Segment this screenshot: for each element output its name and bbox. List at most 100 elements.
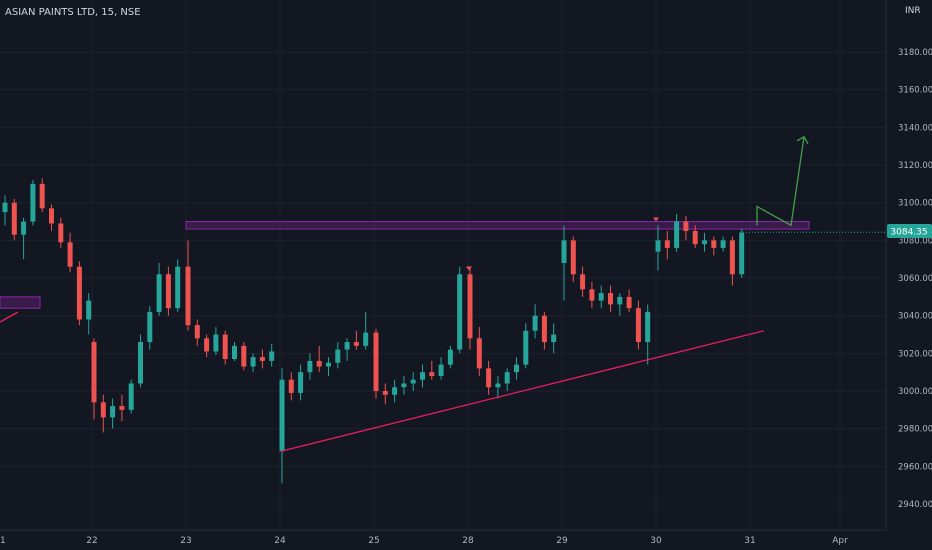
candle-body — [617, 296, 623, 305]
trendline-fragment — [0, 311, 19, 323]
candle-body — [495, 383, 501, 388]
candle-body — [739, 232, 745, 275]
symbol-title: ASIAN PAINTS LTD, 15, NSE — [5, 7, 141, 18]
time-tick-label: 30 — [650, 536, 662, 546]
candle-body — [561, 240, 567, 263]
candle-body — [438, 364, 444, 376]
candle-body — [373, 332, 379, 392]
candle-body — [76, 266, 82, 320]
candle-body — [307, 360, 313, 373]
price-tick-label: 2960.00 — [898, 462, 932, 472]
candle-body — [222, 334, 228, 360]
candle-body — [138, 342, 143, 384]
candlestick-series — [2, 178, 745, 484]
price-tick-label: 2980.00 — [898, 425, 932, 435]
candle-body — [288, 379, 294, 393]
candle-body — [11, 202, 17, 235]
time-tick-label: 23 — [180, 536, 191, 546]
candle-body — [541, 315, 547, 343]
candle-body — [645, 311, 651, 343]
down-arrow-marker — [653, 217, 659, 222]
price-tick-label: 3040.00 — [898, 312, 932, 322]
candle-body — [429, 372, 435, 376]
candle-body — [382, 391, 388, 395]
price-axis[interactable]: 2940.00 2960.00 2980.00 3000.00 3020.00 3040.… — [898, 48, 932, 510]
candle-body — [702, 240, 707, 245]
candle-body — [86, 300, 92, 320]
candle-body — [147, 311, 153, 343]
time-axis[interactable]: 1 22 23 24 25 28 29 30 31 Apr — [0, 536, 848, 546]
price-tick-label: 3060.00 — [898, 274, 932, 284]
candle-body — [279, 379, 285, 452]
candle-body — [626, 296, 632, 309]
price-tick-label: 3080.00 — [898, 236, 932, 246]
current-price-tag-bg — [887, 224, 932, 238]
candle-body — [447, 349, 453, 365]
price-tick-label: 3020.00 — [898, 349, 932, 359]
candle-body — [232, 345, 237, 360]
candle-body — [392, 387, 398, 395]
candle-body — [204, 338, 210, 352]
candle-body — [551, 334, 557, 343]
time-tick-label-partial: 1 — [0, 536, 6, 546]
current-price-value: 3084.35 — [890, 228, 927, 238]
candle-body — [100, 402, 106, 418]
candle-body — [683, 221, 689, 231]
candle-body — [457, 274, 463, 350]
candle-body — [58, 223, 64, 243]
candle-body — [401, 383, 407, 388]
price-tick-label: 3160.00 — [898, 86, 932, 96]
candle-body — [664, 240, 670, 248]
candle-body — [298, 372, 304, 393]
candle-body — [67, 242, 73, 267]
time-tick-label: 24 — [274, 536, 286, 546]
candle-body — [720, 240, 726, 248]
time-tick-label: 29 — [556, 536, 568, 546]
price-tick-label: 3120.00 — [898, 161, 932, 171]
candle-body — [259, 357, 265, 361]
candle-body — [608, 293, 613, 305]
candle-body — [2, 202, 8, 213]
candle-body — [91, 342, 97, 403]
candle-body — [241, 345, 247, 367]
time-tick-label: 28 — [462, 536, 474, 546]
annotation-zones — [0, 221, 810, 309]
support-zone — [0, 296, 41, 309]
price-tick-label: 3140.00 — [898, 123, 932, 133]
candle-body — [674, 221, 680, 248]
time-tick-label: Apr — [832, 536, 848, 546]
candle-body — [185, 266, 191, 326]
currency-label: INR — [905, 6, 921, 16]
projection-path — [756, 136, 805, 227]
candle-body — [635, 308, 641, 343]
candle-body — [156, 274, 162, 312]
candle-body — [353, 342, 359, 346]
candle-body — [194, 325, 200, 339]
candle-body — [213, 334, 219, 352]
candle-body — [655, 240, 661, 252]
candle-body — [165, 274, 171, 309]
candle-body — [589, 289, 595, 301]
time-tick-label: 22 — [86, 536, 97, 546]
candle-body — [580, 274, 586, 290]
current-price-tag: 3084.35 — [887, 224, 932, 238]
candle-body — [504, 372, 510, 384]
candle-body — [39, 183, 45, 209]
candle-body — [128, 383, 134, 410]
candle-body — [21, 221, 27, 235]
candle-body — [514, 364, 519, 373]
resistance-zone — [185, 221, 810, 230]
candle-body — [175, 266, 181, 309]
candle-body — [523, 330, 529, 365]
candle-body — [326, 362, 331, 367]
candle-body — [467, 274, 473, 339]
candle-body — [410, 379, 416, 384]
candle-body — [49, 208, 54, 224]
time-tick-label: 31 — [744, 536, 755, 546]
candle-body — [250, 357, 256, 367]
time-tick-label: 25 — [368, 536, 379, 546]
candle-body — [110, 406, 116, 418]
candle-body — [570, 240, 576, 275]
